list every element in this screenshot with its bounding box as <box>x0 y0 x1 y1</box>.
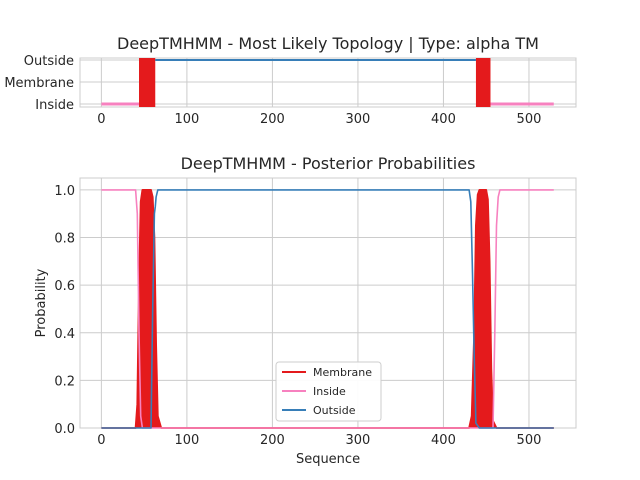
probability-title: DeepTMHMM - Posterior Probabilities <box>181 154 476 173</box>
probability-y-tick-label: 0.8 <box>54 232 75 247</box>
topology-x-ticks: 0 100 200 300 400 500 <box>97 112 541 127</box>
probability-x-tick-label: 0 <box>97 433 105 448</box>
probability-y-tick-label: 0.4 <box>54 327 75 342</box>
topology-x-tick-label: 400 <box>431 112 456 127</box>
legend-label-inside: Inside <box>313 385 346 398</box>
legend: Membrane Inside Outside <box>275 361 382 422</box>
probability-marks <box>101 189 554 429</box>
topology-x-tick-label: 200 <box>260 112 285 127</box>
legend-label-membrane: Membrane <box>313 366 372 379</box>
outside-line <box>101 189 554 429</box>
topology-y-tick-label: Membrane <box>4 76 74 91</box>
legend-box <box>275 361 382 422</box>
topology-title: DeepTMHMM - Most Likely Topology | Type:… <box>117 34 539 53</box>
probability-x-tick-label: 300 <box>346 433 371 448</box>
probability-panel: 0 100 200 300 400 500 0.0 0.2 0.4 0.6 0.8 1.0 Deep… <box>34 154 577 467</box>
membrane-area <box>101 189 554 428</box>
legend-label-outside: Outside <box>313 404 356 417</box>
topology-x-tick-label: 0 <box>97 112 105 127</box>
probability-y-ticks: 0.0 0.2 0.4 0.6 0.8 1.0 <box>54 184 75 437</box>
topology-x-tick-label: 500 <box>517 112 542 127</box>
probability-x-tick-label: 200 <box>260 433 285 448</box>
probability-y-tick-label: 0.2 <box>54 374 75 389</box>
probability-x-tick-label: 400 <box>431 433 456 448</box>
probability-y-tick-label: 0.0 <box>54 422 75 437</box>
topology-segment-membrane <box>475 58 491 107</box>
topology-y-ticks: Inside Membrane Outside <box>4 54 74 113</box>
topology-y-tick-label: Inside <box>35 98 74 113</box>
topology-x-tick-label: 300 <box>346 112 371 127</box>
y-axis-label: Probability <box>34 268 49 337</box>
probability-x-tick-label: 100 <box>174 433 199 448</box>
probability-x-tick-label: 500 <box>517 433 542 448</box>
topology-marks <box>101 58 554 107</box>
topology-x-tick-label: 100 <box>174 112 199 127</box>
topology-y-tick-label: Outside <box>24 54 74 69</box>
probability-x-ticks: 0 100 200 300 400 500 <box>97 433 541 448</box>
probability-y-tick-label: 0.6 <box>54 279 75 294</box>
probability-y-tick-label: 1.0 <box>54 184 75 199</box>
topology-segment-membrane <box>139 58 156 107</box>
x-axis-label: Sequence <box>296 452 360 467</box>
topology-panel: 0 100 200 300 400 500 Inside Membrane Outside D… <box>4 34 577 127</box>
